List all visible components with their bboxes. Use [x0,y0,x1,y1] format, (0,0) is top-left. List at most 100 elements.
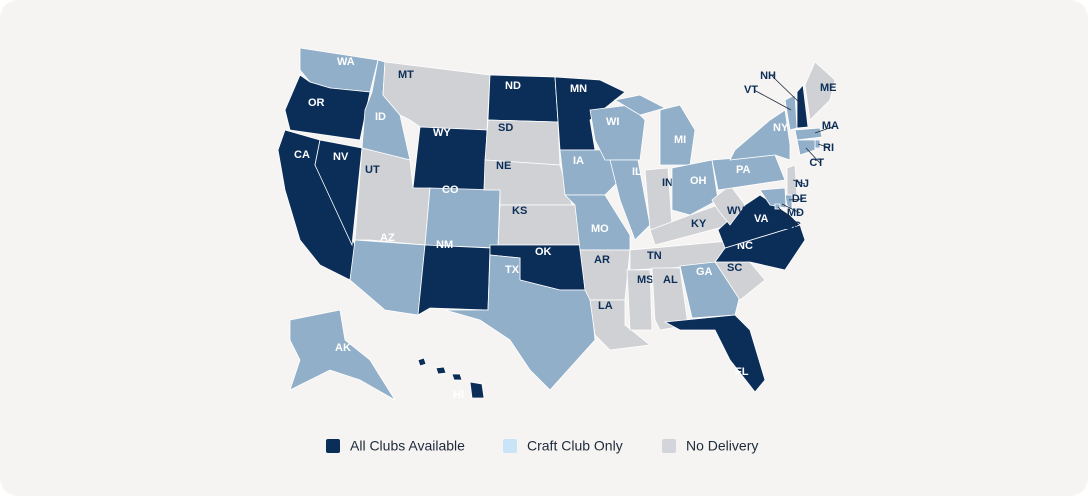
state-label: DE [792,193,807,205]
state-shape [759,187,787,209]
callout-line [788,198,804,201]
state-shape [484,119,561,166]
callout-line [771,75,803,106]
state-label: UT [365,164,380,176]
state-label: WI [606,116,619,128]
legend-swatch [326,439,340,453]
legend-swatch [662,439,676,453]
state-label: DC [785,220,801,232]
state: AR [579,249,631,301]
state-shape [314,139,363,247]
state-shape [417,357,427,367]
state: KY [649,204,731,246]
state-shape [804,61,836,121]
state: MT [382,61,491,131]
state-label: VT [744,84,758,96]
state-label: FL [735,366,749,378]
state: AK [289,309,396,401]
legend-swatch [503,439,517,453]
state-label: LA [598,300,613,312]
state-label: NH [760,70,776,82]
state-label: NY [773,122,789,134]
state: ME [804,61,837,121]
state-shape [417,244,491,316]
legend-label: No Delivery [686,438,758,454]
state-shape [613,94,667,116]
state-label: OH [690,175,707,187]
state-shape [651,267,689,331]
state-label: ND [505,80,521,92]
state: HI [417,357,485,401]
state-label: CA [294,149,310,161]
state-label: IA [573,155,584,167]
state-shape [671,159,719,216]
state-label: NV [333,151,349,163]
state-label: MI [674,134,686,146]
state-label: NM [436,239,453,251]
state-label: VA [754,213,769,225]
state-label: AZ [380,232,395,244]
state: DC [774,203,801,232]
state-label: WY [433,127,451,139]
state-label: CT [809,157,824,169]
state-shape [451,373,463,381]
state: RI [814,139,834,154]
state-label: MT [398,69,414,81]
state-shape [444,254,596,391]
state-shape [589,299,651,351]
callout-line [805,147,821,164]
state: NY [729,109,791,161]
state-label: MN [570,83,587,95]
state: FL [663,314,766,393]
state: IL [609,159,651,241]
state: NM [417,239,491,316]
state-shape [729,109,791,161]
callout-line [781,203,801,214]
callout-line [753,89,792,111]
state: KS [497,204,581,246]
state-shape [784,194,793,211]
state-shape [487,74,559,123]
callout-line [814,125,836,134]
state: MS [626,269,654,331]
state-label: RI [823,142,834,154]
state-label: MA [822,120,839,132]
state-label: HI [453,389,464,401]
state-label: MD [787,207,804,219]
state-shape [659,104,696,166]
state-label: AL [663,274,678,286]
state-label: SC [727,262,742,274]
state-label: CO [442,184,459,196]
state: DE [784,193,807,211]
state: ND [487,74,559,123]
callout-line [777,206,798,227]
state-shape [626,269,653,331]
state: AL [651,267,689,331]
state-label: NE [496,160,511,172]
state-label: TX [505,264,520,276]
state-label: KS [512,205,527,217]
state-label: NJ [795,178,809,190]
state: PA [711,154,786,191]
state-shape [609,159,651,241]
state-label: IN [662,177,673,189]
state: MA [794,120,839,141]
legend-label: Craft Club Only [527,438,623,454]
state-shape [796,139,816,156]
state-label: MO [591,223,609,235]
state: MI [613,94,696,166]
state-label: OR [308,97,325,109]
state: MO [564,194,631,251]
state: LA [589,299,651,351]
state-label: WA [337,56,355,68]
state: CT [796,139,824,169]
state-shape [349,239,426,316]
state-label: IL [632,166,642,178]
state-shape [289,309,396,401]
state: WY [412,126,488,193]
state-label: ME [820,82,837,94]
state: NE [483,159,573,206]
state-label: AK [335,342,351,354]
state-label: ID [375,111,386,123]
